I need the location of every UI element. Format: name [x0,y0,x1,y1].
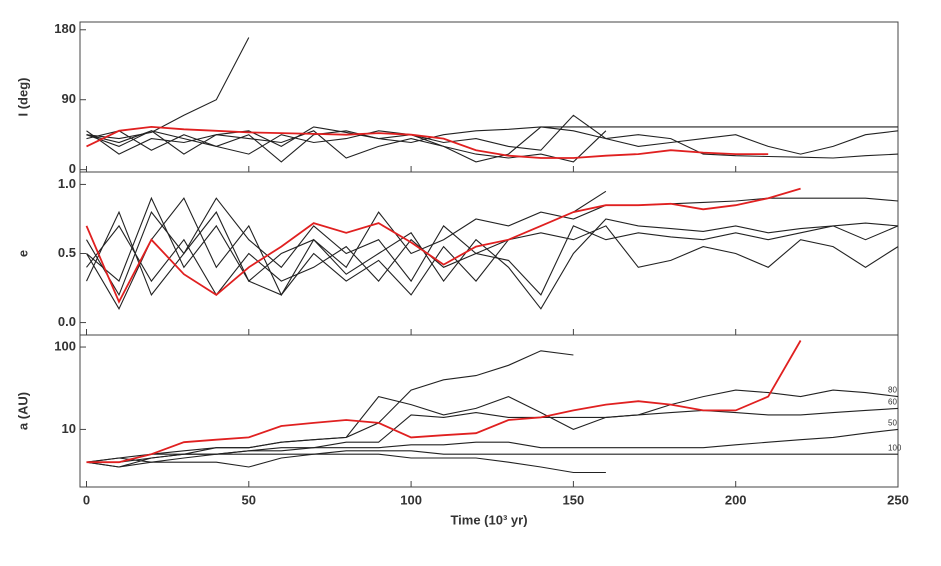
series-line [86,114,899,163]
series-line [86,37,250,140]
x-tick-label: 150 [563,492,585,507]
end-label: 50 [888,419,897,428]
series-line [86,340,802,464]
x-tick-label: 0 [83,492,90,507]
x-axis-label: Time (10³ yr) [450,512,527,527]
end-label: 80 [888,386,897,395]
panel-frame [79,334,899,488]
x-tick-label: 200 [725,492,747,507]
y-axis-label: I (deg) [15,78,30,117]
series-line [86,453,606,474]
series-line [85,187,801,304]
series-line [86,197,899,310]
y-tick-label: 0 [69,161,76,176]
y-tick-label: 100 [54,338,76,353]
series-line [86,224,899,296]
series-line [86,125,769,159]
end-label: 100 [888,443,902,452]
x-tick-label: 250 [887,492,909,507]
y-tick-label: 180 [54,21,76,36]
series-line [86,210,899,296]
series-line [86,395,899,463]
panel-frame [79,21,899,173]
y-tick-label: 10 [62,421,76,436]
y-tick-label: 90 [62,91,76,106]
y-axis-label: a (AU) [15,392,30,430]
y-tick-label: 1.0 [58,176,76,191]
series-line [86,428,899,463]
x-tick-label: 100 [400,492,422,507]
series-line [86,196,899,283]
series-line [86,450,898,463]
y-tick-label: 0.5 [58,245,76,260]
y-tick-label: 0.0 [58,314,76,329]
series-line [86,126,898,155]
series-line [86,126,899,163]
x-tick-label: 50 [242,492,256,507]
end-label: 60 [888,397,897,406]
y-axis-label: e [15,250,30,257]
series-line [86,190,607,297]
